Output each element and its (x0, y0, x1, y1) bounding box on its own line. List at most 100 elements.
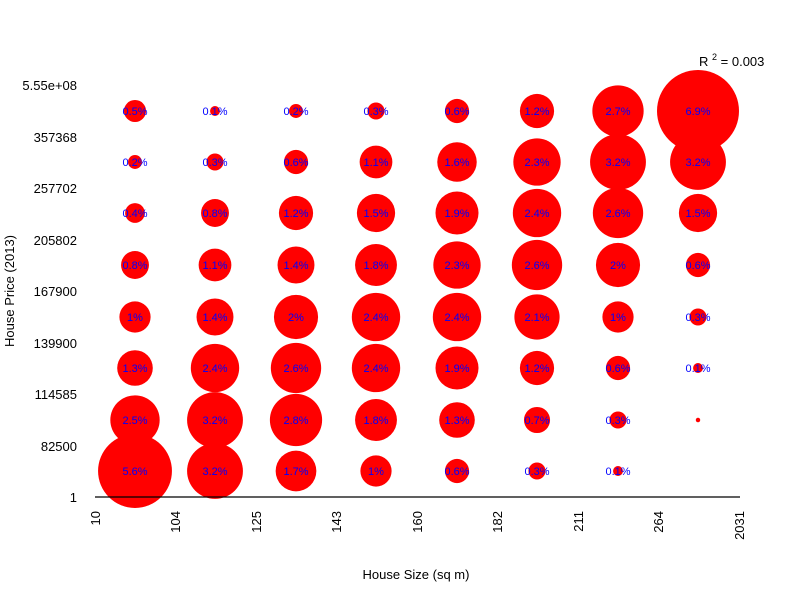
bubble-percent-label: 1.1% (363, 157, 388, 169)
bubble (523, 406, 551, 434)
y-tick-label: 1 (70, 490, 77, 505)
r-squared-superscript: 2 (712, 52, 717, 62)
bubble-percent-label: 0.3% (524, 466, 549, 478)
bubble (592, 187, 644, 239)
bubble-percent-label: 0.3% (685, 312, 710, 324)
bubble-percent-label: 1.7% (283, 466, 308, 478)
bubble-percent-label: 3.2% (202, 466, 227, 478)
bubble (657, 70, 739, 152)
bubble-percent-label: 0.6% (444, 106, 469, 118)
x-tick-labels: 10 104 125 143 160 182 211 264 2031 (88, 511, 747, 540)
bubble-percent-label: 1.2% (524, 106, 549, 118)
bubble-percent-label: 2.3% (524, 157, 549, 169)
bubble (512, 188, 562, 238)
bubble-percent-label: 1.6% (444, 157, 469, 169)
bubbles-layer (98, 70, 739, 508)
bubble-percent-label: 2.7% (605, 106, 630, 118)
bubble (277, 246, 315, 284)
bubble-percent-label: 1% (368, 466, 384, 478)
bubble (602, 301, 634, 333)
bubble-percent-label: 2.4% (524, 208, 549, 220)
bubble-percent-label: 1% (127, 312, 143, 324)
bubble-percent-label: 6.9% (685, 106, 710, 118)
bubble (269, 393, 323, 447)
r-squared-annotation: R 2 = 0.003 (699, 48, 764, 69)
bubble (128, 155, 142, 169)
x-tick-label: 160 (410, 511, 425, 533)
bubble-percent-label: 0.1% (202, 106, 227, 118)
bubble-percent-label: 1.8% (363, 260, 388, 272)
bubble-percent-label: 1.8% (363, 415, 388, 427)
bubble (355, 399, 397, 441)
bubble-percent-label: 2.3% (444, 260, 469, 272)
x-tick-label: 182 (490, 511, 505, 533)
bubble (351, 343, 401, 393)
bubble-percent-label: 2.4% (363, 363, 388, 375)
bubble-percent-label: 0.6% (444, 466, 469, 478)
bubble-percent-label: 1.3% (122, 363, 147, 375)
bubble-percent-label: 2.6% (605, 208, 630, 220)
bubble-percent-label: 2.4% (202, 363, 227, 375)
bubble-percent-label: 1.2% (524, 363, 549, 375)
y-tick-label: 82500 (41, 439, 77, 454)
bubble-percent-label: 1.5% (685, 208, 710, 220)
x-tick-label: 264 (651, 511, 666, 533)
bubble (121, 251, 149, 279)
bubble-percent-label: 2.1% (524, 312, 549, 324)
y-tick-label: 139900 (34, 336, 77, 351)
bubble (125, 203, 145, 223)
bubble (210, 106, 220, 116)
bubble (439, 402, 475, 438)
bubble-percent-label: 0.6% (605, 363, 630, 375)
bubble (360, 455, 392, 487)
bubble (693, 363, 703, 373)
bubble (356, 193, 396, 233)
percent-labels-layer: 5.6% 3.2% 1.7% 1% 0.6% 0.3% 0.1% 2.5% 3.2% 2.8% 1.… (122, 106, 710, 478)
x-axis-title: House Size (sq m) (363, 567, 470, 582)
bubble (514, 294, 560, 340)
bubble (435, 346, 479, 390)
bubble-percent-label: 0.6% (685, 260, 710, 272)
bubble (432, 292, 482, 342)
r-squared-value: = 0.003 (721, 54, 765, 69)
bubble (444, 98, 470, 124)
y-tick-label: 205802 (34, 233, 77, 248)
bubble-percent-label: 0.3% (363, 106, 388, 118)
y-tick-label: 167900 (34, 284, 77, 299)
bubble (605, 355, 631, 381)
bubble-percent-label: 3.2% (202, 415, 227, 427)
bubble-percent-label: 2.4% (363, 312, 388, 324)
x-tick-label: 143 (329, 511, 344, 533)
bubble (519, 93, 555, 129)
x-tick-label: 125 (249, 511, 264, 533)
bubble-percent-label: 2.8% (283, 415, 308, 427)
bubble (613, 466, 623, 476)
bubble (433, 241, 481, 289)
bubble-percent-label: 0.2% (122, 157, 147, 169)
bubble-percent-label: 0.7% (524, 415, 549, 427)
bubble (685, 252, 711, 278)
bubble (187, 392, 243, 448)
bubble-percent-label: 3.2% (605, 157, 630, 169)
bubble-percent-label: 1% (610, 312, 626, 324)
bubble (196, 298, 234, 336)
x-tick-label: 211 (571, 511, 586, 532)
bubble (437, 142, 477, 182)
bubble (278, 195, 314, 231)
bubble (289, 104, 303, 118)
r-squared-prefix: R (699, 54, 708, 69)
bubble-percent-label: 1.4% (202, 312, 227, 324)
bubble-percent-label: 3.2% (685, 157, 710, 169)
y-tick-labels: 1 82500 114585 139900 167900 205802 257702 3573… (22, 78, 77, 505)
bubble (590, 134, 646, 190)
bubble-percent-label: 1.1% (202, 260, 227, 272)
x-tick-label: 10 (88, 511, 103, 525)
bubble-percent-label: 1.5% (363, 208, 388, 220)
bubble (513, 138, 561, 186)
bubble-percent-label: 1.3% (444, 415, 469, 427)
bubble-percent-label: 2% (288, 312, 304, 324)
y-axis-title: House Price (2013) (2, 235, 17, 347)
bubble-percent-label: 2.5% (122, 415, 147, 427)
y-tick-label: 114585 (35, 387, 77, 402)
